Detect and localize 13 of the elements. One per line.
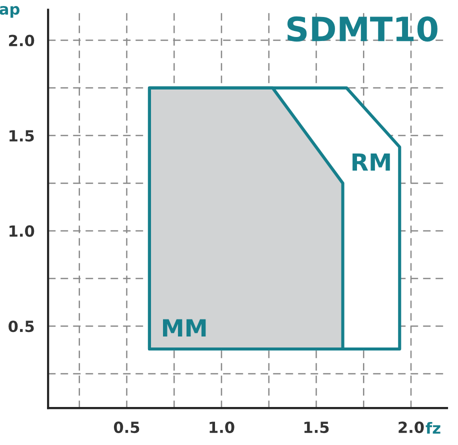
y-tick-label: 1.5 bbox=[10, 130, 34, 142]
x-tick-label: 1.5 bbox=[304, 422, 329, 434]
y-tick-label: 0.5 bbox=[8, 320, 34, 332]
x-tick-label: 0.5 bbox=[114, 422, 140, 434]
series-label: RM bbox=[352, 153, 390, 171]
series-label: MM bbox=[163, 319, 206, 336]
x-tick-label: 2.0 bbox=[398, 422, 424, 434]
x-axis-title: fz bbox=[426, 422, 440, 434]
y-tick-label: 2.0 bbox=[9, 34, 34, 46]
y-tick-label: 1.0 bbox=[10, 225, 34, 237]
x-tick-label: 1.0 bbox=[210, 422, 234, 434]
y-axis-title: ap bbox=[0, 6, 20, 18]
chart-title: SDMT10 bbox=[287, 16, 438, 42]
